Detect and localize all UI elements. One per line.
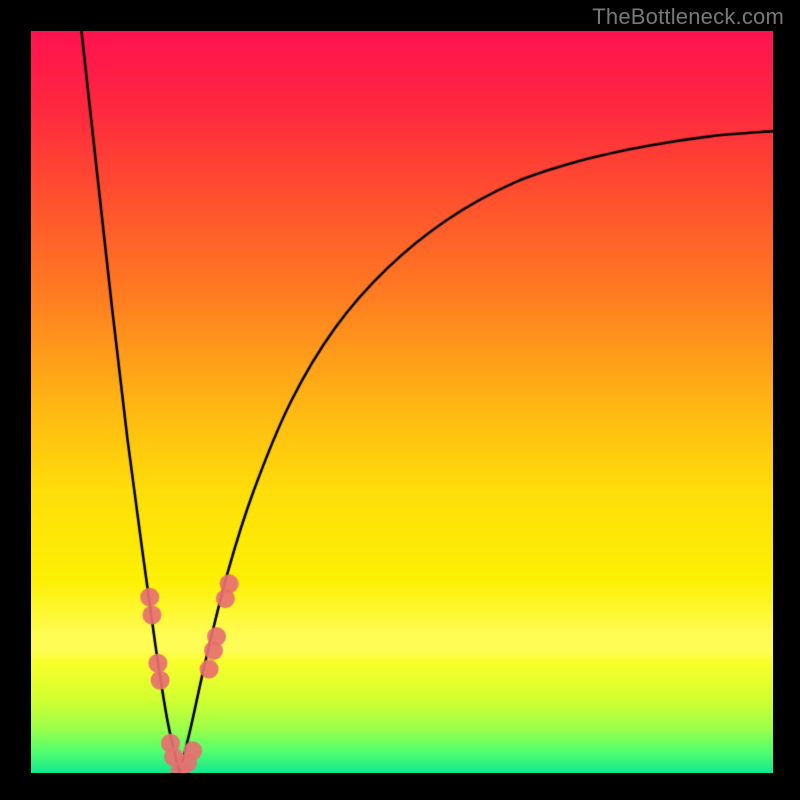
chart-stage: TheBottleneck.com: [0, 0, 800, 800]
watermark-text: TheBottleneck.com: [592, 4, 784, 30]
frame-bottom: [0, 773, 800, 800]
bottleneck-curve-canvas: [31, 31, 773, 773]
frame-left: [0, 0, 31, 800]
frame-right: [773, 0, 800, 800]
